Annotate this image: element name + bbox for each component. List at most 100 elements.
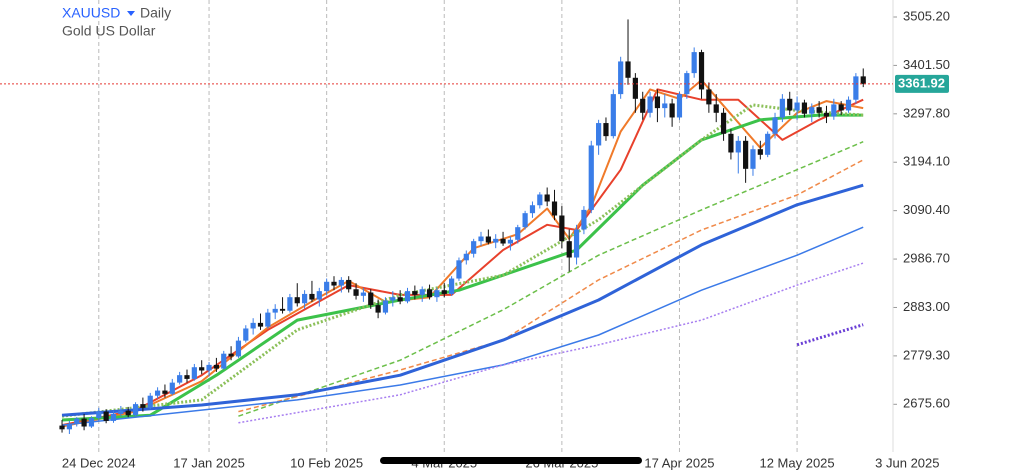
candle-body	[713, 104, 719, 113]
candle-body	[816, 107, 822, 113]
candle-body	[493, 238, 499, 243]
candle-body	[485, 236, 491, 243]
candle-body	[294, 297, 300, 304]
y-tick-label: 3505.20	[903, 8, 950, 23]
candle-body	[603, 123, 609, 137]
candle-body	[794, 102, 800, 111]
candle-body	[213, 364, 219, 369]
candle-body	[669, 103, 675, 118]
candle-body	[507, 239, 514, 244]
candle-body	[823, 112, 830, 117]
candle-body	[743, 140, 749, 169]
candle-body	[346, 279, 352, 290]
candle-body	[382, 300, 389, 313]
candle-body	[691, 52, 697, 74]
candle-body	[441, 290, 447, 294]
moving-average	[61, 226, 864, 426]
candle-body	[698, 52, 705, 90]
candle-body	[154, 390, 161, 396]
scrollbar[interactable]	[380, 457, 642, 464]
candle-body	[206, 364, 212, 371]
plot-area	[0, 0, 893, 452]
candle-body	[551, 201, 558, 216]
candle-body	[581, 209, 587, 230]
candle-body	[684, 73, 690, 95]
candle-body	[74, 418, 80, 424]
x-tick-label: 3 Jun 2025	[875, 455, 939, 470]
interval: Daily	[140, 5, 171, 21]
candle-body	[184, 375, 190, 379]
candle-body	[390, 297, 396, 301]
candle-body	[500, 238, 506, 244]
candle-body	[140, 404, 146, 408]
candle-body	[676, 94, 683, 118]
candle-body	[287, 297, 293, 311]
candle-body	[765, 133, 771, 155]
candle-body	[375, 305, 381, 313]
x-tick-label: 17 Apr 2025	[644, 455, 714, 470]
candle-body	[522, 213, 528, 228]
candle-body	[257, 322, 264, 327]
y-tick-label: 3194.10	[903, 154, 950, 169]
last-price-label: 3361.92	[898, 75, 945, 90]
candle-body	[779, 98, 785, 118]
candle-body	[625, 61, 631, 78]
candle-body	[463, 253, 469, 261]
candle-body	[81, 418, 87, 427]
candle-body	[640, 98, 646, 113]
candle-body	[853, 76, 859, 100]
candle-body	[559, 215, 565, 242]
candle-body	[809, 107, 815, 114]
candle-body	[515, 227, 521, 240]
candle-body	[279, 308, 286, 311]
moving-average	[238, 159, 864, 413]
candle-body	[419, 289, 425, 295]
candle-body	[88, 418, 95, 427]
candle-body	[860, 76, 866, 84]
candle-body	[787, 98, 793, 111]
candle-body	[596, 123, 602, 146]
y-tick-label: 3090.40	[903, 202, 950, 217]
y-tick-label: 2986.70	[903, 250, 950, 265]
y-tick-label: 3401.50	[903, 57, 950, 72]
candle-body	[566, 241, 572, 258]
candle-body	[302, 293, 308, 304]
candle-body	[309, 293, 315, 300]
candle-body	[544, 194, 550, 202]
candle-body	[360, 292, 367, 296]
x-tick-label: 24 Dec 2024	[62, 455, 136, 470]
symbol-menu-icon[interactable]	[127, 11, 135, 16]
symbol[interactable]: XAUUSD	[62, 5, 120, 21]
candle-body	[654, 96, 661, 109]
candle-body	[324, 281, 330, 292]
candle-body	[434, 290, 440, 298]
candle-body	[169, 382, 175, 394]
candle-body	[368, 292, 374, 306]
candle-body	[272, 308, 278, 313]
moving-average	[796, 323, 864, 347]
candle-body	[235, 340, 242, 357]
y-tick-label: 3297.80	[903, 105, 950, 120]
candle-body	[588, 145, 594, 210]
candle-body	[338, 279, 344, 286]
candle-body	[353, 289, 359, 296]
last-price-box	[895, 74, 949, 93]
candle-body	[59, 425, 65, 430]
candles	[59, 19, 866, 434]
candle-body	[838, 104, 844, 111]
candle-body	[845, 99, 852, 111]
candle-body	[720, 112, 727, 134]
moving-average	[61, 183, 864, 417]
candle-body	[243, 328, 249, 341]
candle-body	[735, 140, 741, 153]
candle-body	[618, 61, 624, 95]
candle-body	[147, 395, 153, 408]
candle-body	[706, 89, 712, 105]
candle-body	[125, 410, 131, 416]
x-tick-label: 10 Feb 2025	[290, 455, 363, 470]
moving-average	[61, 103, 864, 418]
candle-body	[265, 312, 271, 327]
moving-average	[238, 141, 864, 417]
candle-body	[728, 133, 734, 153]
moving-averages	[61, 79, 864, 428]
